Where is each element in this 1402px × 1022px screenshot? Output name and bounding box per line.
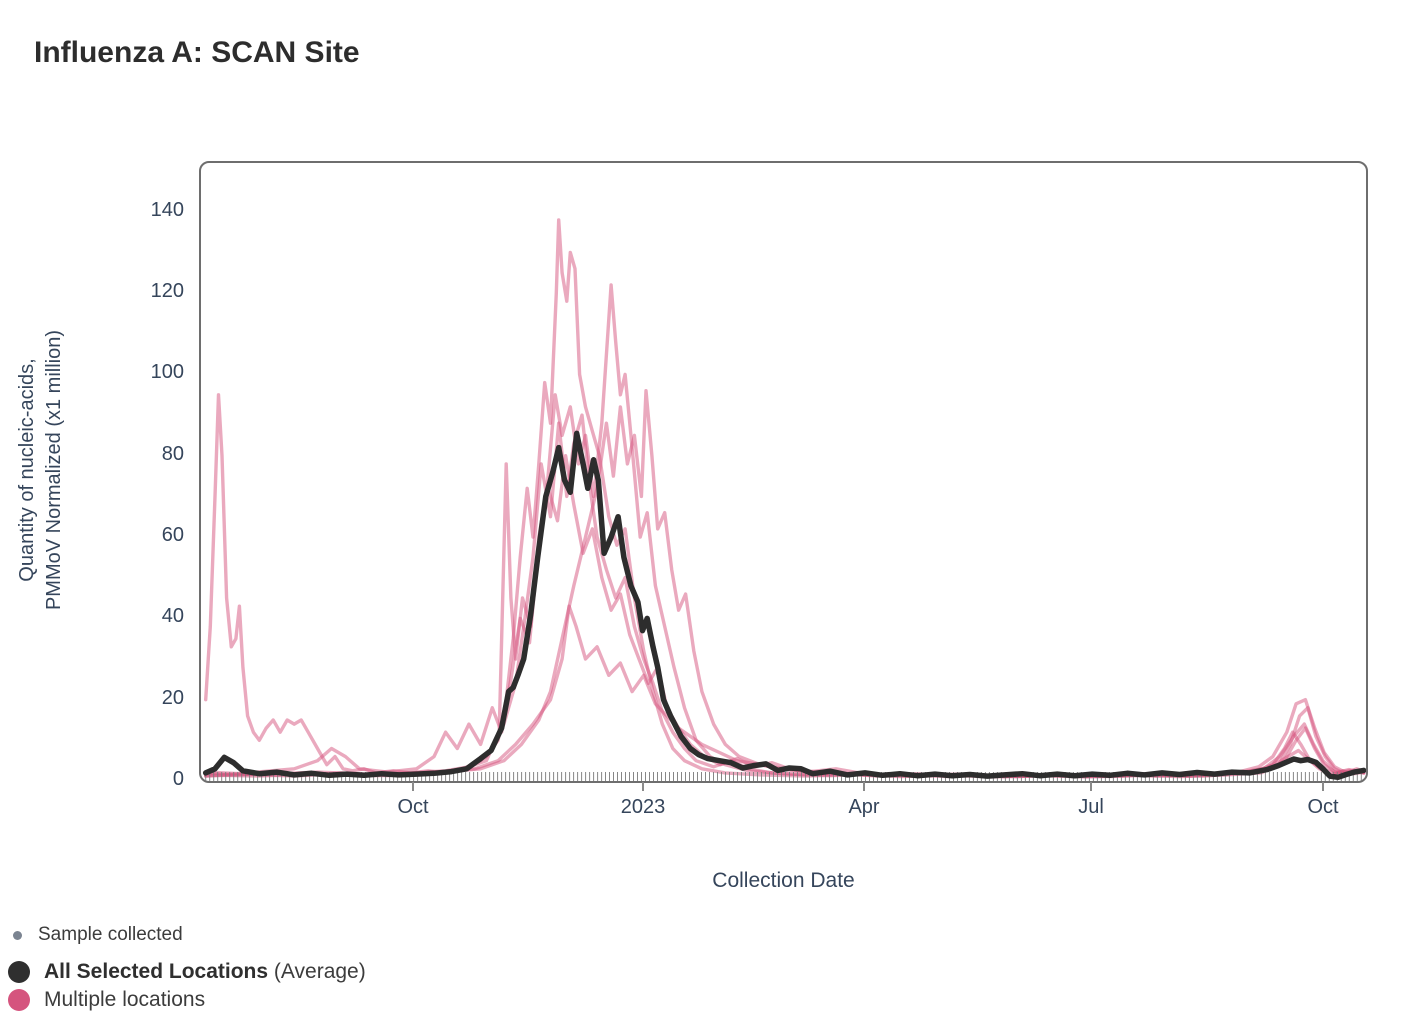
y-tick-label: 80 <box>161 443 184 465</box>
x-tick-mark <box>642 782 644 791</box>
x-tick-label: Oct <box>1307 796 1339 818</box>
locations-dot-icon <box>8 989 30 1011</box>
chart-plot-area[interactable] <box>199 161 1368 783</box>
x-tick-mark <box>1090 782 1092 791</box>
y-tick-label: 20 <box>161 687 184 709</box>
legend-item-sample: Sample collected <box>13 924 183 946</box>
y-tick-label: 60 <box>161 524 184 546</box>
y-tick-label: 40 <box>161 605 184 627</box>
location-line <box>203 388 1366 779</box>
sample-dot-icon <box>13 930 22 940</box>
y-tick-label: 140 <box>150 199 184 221</box>
x-tick-label: Jul <box>1078 796 1104 818</box>
average-dot-icon <box>8 961 30 983</box>
legend-label-average-bold: All Selected Locations <box>44 960 269 983</box>
x-tick-label: 2023 <box>620 796 666 818</box>
x-tick-label: Oct <box>397 796 429 818</box>
location-line <box>203 454 1366 779</box>
location-line <box>203 393 1366 779</box>
page-title: Influenza A: SCAN Site <box>34 36 360 69</box>
legend-label-average-suffix: (Average) <box>268 960 366 983</box>
x-axis-title: Collection Date <box>712 869 855 892</box>
y-tick-label: 100 <box>150 361 184 383</box>
location-line <box>203 604 1366 778</box>
x-tick-mark <box>1322 782 1324 791</box>
location-line <box>203 283 1366 779</box>
y-tick-label: 0 <box>172 768 184 790</box>
legend-item-average: All Selected Locations (Average) <box>8 960 366 984</box>
x-tick-mark <box>412 782 414 791</box>
legend-label-locations: Multiple locations <box>44 988 206 1011</box>
x-tick-label: Apr <box>848 796 880 818</box>
location-line <box>203 218 1366 779</box>
legend-label-average: All Selected Locations (Average) <box>44 960 366 984</box>
y-tick-label: 120 <box>150 280 184 302</box>
average-line <box>202 430 1366 781</box>
legend-label-sample: Sample collected <box>38 924 183 945</box>
chart-svg <box>202 218 1366 781</box>
x-tick-mark <box>863 782 865 791</box>
legend-item-locations: Multiple locations <box>8 988 205 1012</box>
